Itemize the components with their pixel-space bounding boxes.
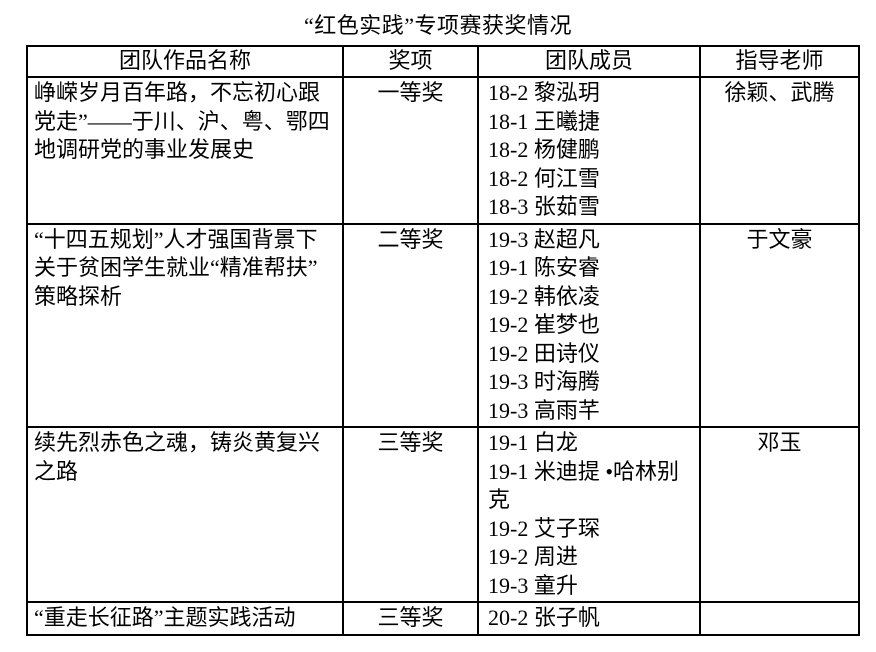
member-line: 19-3 时海腾 [488, 369, 600, 394]
member-line: 20-2 张子帆 [488, 605, 600, 630]
member-line: 19-3 高雨芊 [488, 397, 600, 423]
cell-award: 三等奖 [342, 426, 479, 603]
cell-work-name: “十四五规划”人才强国背景下关于贫困学生就业“精准帮扶”策略探析 [26, 222, 344, 428]
header-work-name: 团队作品名称 [26, 45, 344, 78]
member-line: 18-1 王曦捷 [488, 108, 600, 134]
member-line: 19-3 赵超凡 [488, 226, 600, 252]
table-row: “十四五规划”人才强国背景下关于贫困学生就业“精准帮扶”策略探析 二等奖 19-… [26, 222, 860, 428]
cell-members: 18-2 黎泓玥 18-1 王曦捷 18-2 杨健鹏 18-2 何江雪 18-3… [477, 76, 701, 225]
cell-work-name: “重走长征路”主题实践活动 [26, 601, 344, 636]
member-line: 19-2 崔梦也 [488, 312, 600, 337]
header-members: 团队成员 [477, 45, 701, 78]
member-line: 19-1 陈安睿 [488, 255, 600, 280]
cell-members: 20-2 张子帆 [477, 601, 701, 636]
cell-award: 一等奖 [342, 76, 479, 225]
cell-teacher: 于文豪 [699, 222, 860, 428]
member-line: 19-3 童升 [488, 572, 578, 598]
cell-teacher: 徐颖、武腾 [699, 76, 860, 225]
member-line: 19-2 周进 [488, 544, 578, 569]
cell-teacher: 邓玉 [699, 426, 860, 603]
member-line: 18-2 黎泓玥 [488, 80, 600, 105]
cell-work-name: 续先烈赤色之魂，铸炎黄复兴之路 [26, 426, 344, 603]
member-line: 19-2 田诗仪 [488, 340, 600, 366]
cell-members: 19-1 白龙 19-1 米迪提 •哈林别克 19-2 艾子琛 19-2 周进 … [477, 426, 701, 603]
member-line: 18-2 何江雪 [488, 165, 600, 191]
member-line: 19-1 白龙 [488, 430, 578, 455]
member-line: 18-3 张茹雪 [488, 194, 600, 219]
member-line: 19-1 米迪提 •哈林别克 [488, 458, 680, 513]
cell-members: 19-3 赵超凡 19-1 陈安睿 19-2 韩依凌 19-2 崔梦也 19-2… [477, 222, 701, 428]
member-line: 18-2 杨健鹏 [488, 137, 600, 162]
cell-award: 三等奖 [342, 601, 479, 636]
table-row: 峥嵘岁月百年路，不忘初心跟党走”——于川、沪、粤、鄂四地调研党的事业发展史 一等… [26, 76, 860, 225]
table-title: “红色实践”专项赛获奖情况 [303, 13, 573, 38]
awards-table: 团队作品名称 奖项 团队成员 指导老师 峥嵘岁月百年路，不忘初心跟党走”——于川… [26, 45, 860, 636]
header-row: 团队作品名称 奖项 团队成员 指导老师 [26, 45, 860, 78]
member-line: 19-2 艾子琛 [488, 515, 600, 541]
header-award: 奖项 [342, 45, 479, 78]
document-page: “红色实践”专项赛获奖情况 团队作品名称 奖项 团队成员 指导老师 峥嵘岁月百年… [0, 13, 876, 636]
table-row: “重走长征路”主题实践活动 三等奖 20-2 张子帆 [26, 601, 860, 636]
header-teacher: 指导老师 [699, 45, 860, 78]
cell-award: 二等奖 [342, 222, 479, 428]
table-row: 续先烈赤色之魂，铸炎黄复兴之路 三等奖 19-1 白龙 19-1 米迪提 •哈林… [26, 426, 860, 603]
member-line: 19-2 韩依凌 [488, 283, 600, 309]
cell-work-name: 峥嵘岁月百年路，不忘初心跟党走”——于川、沪、粤、鄂四地调研党的事业发展史 [26, 76, 344, 225]
cell-teacher [699, 601, 860, 636]
